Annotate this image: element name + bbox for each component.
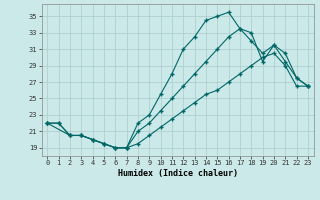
X-axis label: Humidex (Indice chaleur): Humidex (Indice chaleur): [118, 169, 237, 178]
